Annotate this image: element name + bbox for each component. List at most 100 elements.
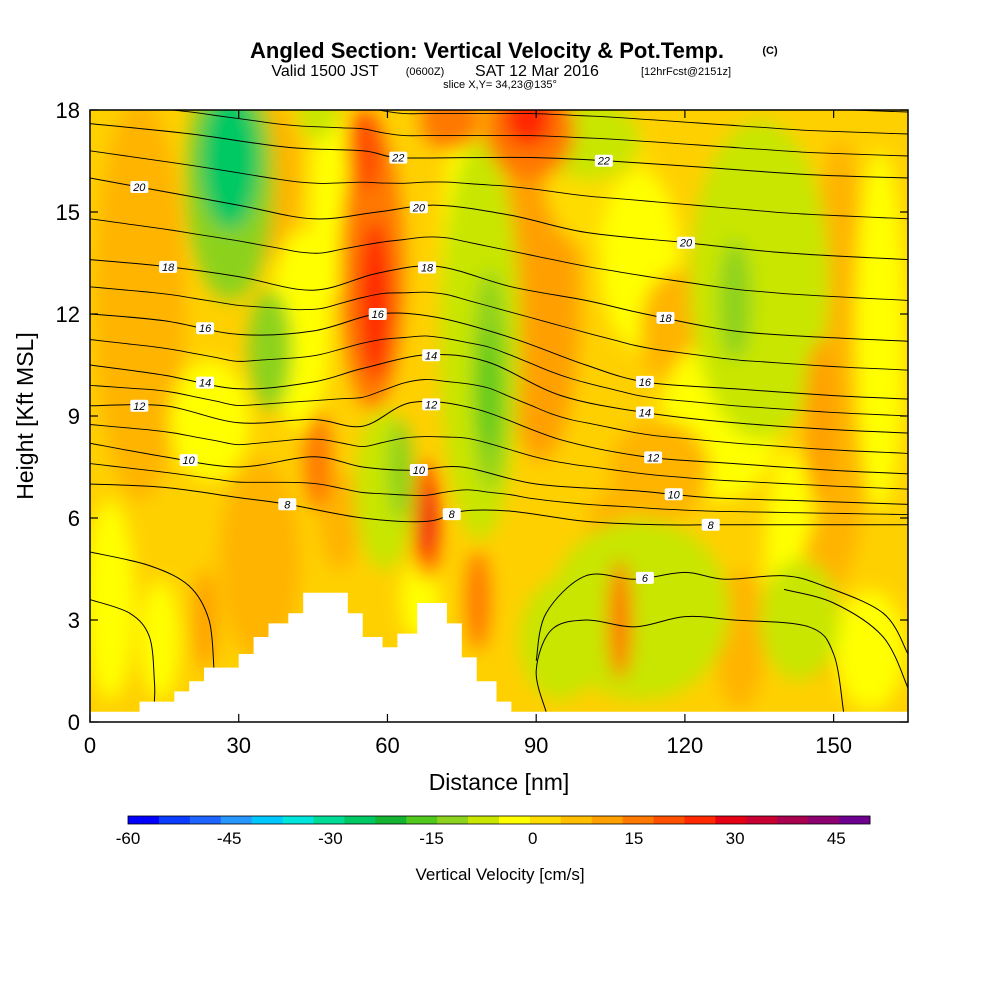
x-axis: 0 30 60 90 120 150	[84, 110, 852, 758]
valid-date: SAT 12 Mar 2016	[475, 63, 599, 80]
colorbar-swatch	[344, 816, 376, 824]
theta-contour-label: 10	[409, 463, 428, 477]
w-region	[520, 580, 600, 700]
theta-contour-line	[167, 110, 908, 157]
theta-contour-label: 16	[196, 322, 215, 335]
w-region	[193, 570, 217, 670]
valid-time-utc: (0600Z)	[406, 66, 445, 78]
w-region	[347, 110, 383, 190]
y-tick-label: 18	[56, 98, 80, 123]
x-tick-label: 90	[524, 733, 548, 758]
svg-text:12: 12	[425, 399, 437, 411]
theta-contour-line	[90, 379, 908, 454]
colorbar-swatch	[128, 816, 160, 824]
theta-contour-label: 20	[409, 201, 428, 214]
theta-contour-line	[90, 400, 908, 475]
svg-text:18: 18	[162, 262, 175, 274]
theta-contour-line	[90, 259, 908, 342]
svg-text:8: 8	[284, 499, 291, 511]
colorbar-tick-label: -15	[419, 829, 444, 848]
theta-contour-label: 10	[179, 454, 198, 467]
w-region	[480, 330, 496, 450]
colorbar-tick-label: -45	[217, 829, 242, 848]
theta-contour-line	[90, 551, 215, 668]
forecast-info: [12hrFcst@2151z]	[641, 66, 731, 78]
svg-text:16: 16	[199, 323, 212, 335]
svg-text:18: 18	[421, 263, 434, 275]
w-region	[140, 580, 180, 700]
w-region	[804, 340, 836, 500]
velocity-field	[90, 110, 905, 710]
x-tick-label: 150	[815, 733, 852, 758]
theta-contour-line	[90, 123, 908, 179]
terrain	[90, 592, 908, 722]
w-region	[608, 560, 632, 680]
svg-text:14: 14	[425, 350, 437, 362]
svg-text:22: 22	[391, 153, 404, 165]
w-region	[690, 120, 830, 440]
y-axis-label: Height [Kft MSL]	[12, 332, 38, 499]
theta-contour-label: 12	[422, 398, 441, 411]
y-axis: 0 3 6 9 12 15 18	[56, 98, 908, 735]
svg-text:14: 14	[199, 378, 211, 390]
colorbar-swatch	[529, 816, 562, 824]
svg-text:22: 22	[597, 156, 610, 168]
theta-contours	[90, 110, 908, 712]
theta-contour-line	[90, 177, 908, 261]
colorbar-swatch	[684, 816, 716, 824]
w-region	[719, 240, 751, 360]
colorbar-tick-label: -30	[318, 829, 343, 848]
svg-text:20: 20	[679, 238, 693, 250]
x-axis-label: Distance [nm]	[429, 769, 570, 795]
y-tick-label: 6	[68, 506, 80, 531]
w-region	[304, 410, 332, 510]
theta-contour-line	[90, 312, 908, 400]
theta-contour-line	[783, 588, 908, 689]
theta-contour-label: 14	[635, 406, 654, 420]
colorbar	[127, 815, 871, 825]
colorbar-swatch	[251, 816, 284, 824]
theta-contour-line	[90, 463, 908, 516]
svg-text:6: 6	[642, 573, 649, 585]
w-region	[504, 110, 552, 146]
colorbar-swatch	[282, 816, 314, 824]
theta-contour-label: 14	[196, 376, 215, 390]
colorbar-swatch	[437, 816, 469, 824]
theta-contour-line	[90, 218, 908, 301]
colorbar-swatch	[189, 816, 222, 824]
w-region	[855, 150, 905, 510]
theta-contour-label: 22	[594, 154, 613, 168]
theta-contour-label: 18	[159, 260, 178, 274]
w-region	[248, 290, 292, 410]
w-region	[95, 110, 185, 500]
theta-contour-line	[376, 110, 908, 135]
colorbar-swatch	[653, 816, 685, 824]
theta-contour-line	[90, 442, 908, 505]
w-region	[298, 110, 338, 140]
colorbar-ticks: -60 -45 -30 -15 0 15 30 45	[116, 829, 846, 848]
svg-text:12: 12	[647, 452, 659, 464]
colorbar-swatch	[746, 816, 778, 824]
colorbar-swatch	[560, 816, 593, 824]
y-tick-label: 12	[56, 302, 80, 327]
theta-contour-line	[90, 424, 908, 490]
theta-contour-label: 12	[130, 399, 149, 413]
svg-text:14: 14	[639, 408, 651, 420]
theta-contour-label: 22	[389, 151, 408, 165]
colorbar-swatch	[220, 816, 253, 824]
colorbar-swatch	[777, 816, 809, 824]
theta-contour-labels: 6 8 8 8 10 10 10 12 12 12 14 14 14 16 16 16 18 18 18 20 20 20…	[130, 151, 720, 585]
w-region	[760, 560, 840, 680]
w-region	[421, 488, 433, 552]
theta-contour-label: 18	[656, 311, 675, 325]
w-region	[835, 590, 905, 710]
x-tick-label: 120	[667, 733, 704, 758]
svg-text:12: 12	[133, 401, 145, 413]
colorbar-frame	[127, 815, 871, 825]
colorbar-swatch	[622, 816, 655, 824]
colorbar-swatch	[808, 816, 840, 824]
y-tick-label: 9	[68, 404, 80, 429]
theta-contour-line	[90, 335, 908, 417]
theta-contour-label: 12	[644, 451, 663, 464]
